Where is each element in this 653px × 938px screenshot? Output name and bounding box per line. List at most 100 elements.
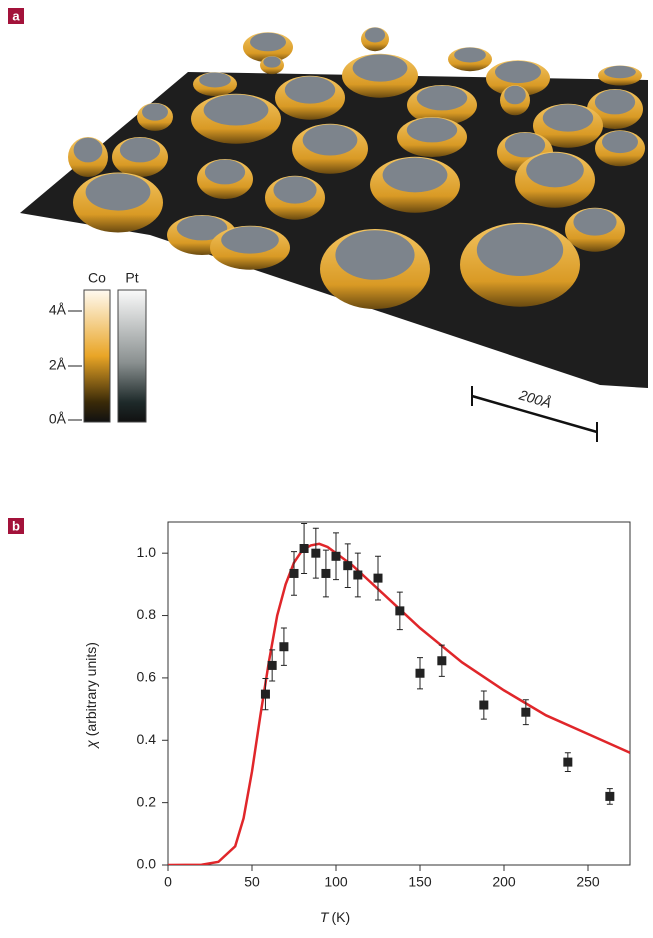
scale-bar: 200Å xyxy=(472,386,597,442)
island xyxy=(265,176,325,220)
y-tick-label: 1.0 xyxy=(137,544,157,560)
y-axis-label: χ (arbitrary units) xyxy=(83,642,99,750)
x-tick-label: 150 xyxy=(408,874,432,890)
island-top xyxy=(543,104,593,131)
data-point xyxy=(343,561,352,570)
island-top xyxy=(263,56,280,67)
island xyxy=(448,47,492,71)
island xyxy=(137,103,173,131)
island-top xyxy=(407,118,457,143)
island-top xyxy=(204,95,269,126)
data-point xyxy=(374,574,383,583)
data-point xyxy=(311,549,320,558)
island xyxy=(68,137,108,177)
y-tick-label: 0.0 xyxy=(137,856,157,872)
data-point xyxy=(416,669,425,678)
island-top xyxy=(383,158,448,193)
data-point xyxy=(321,569,330,578)
x-label-unit: (K) xyxy=(331,909,350,925)
island-top xyxy=(353,54,408,81)
colorbar-tick-label: 2Å xyxy=(49,357,67,373)
island-top xyxy=(120,138,160,163)
y-label-unit: (arbitrary units) xyxy=(83,642,99,736)
island xyxy=(361,27,389,51)
island-top xyxy=(365,28,385,43)
y-tick-label: 0.4 xyxy=(137,731,157,747)
island xyxy=(292,124,368,174)
island-top xyxy=(604,66,636,78)
data-point xyxy=(300,544,309,553)
plot-frame xyxy=(168,522,630,865)
data-point xyxy=(521,708,530,717)
island-top xyxy=(602,131,638,153)
island xyxy=(397,117,467,157)
figure: a Co Pt 4Å 2Å 0Å 200Å b T(K) χ (arbitrary… xyxy=(0,0,653,933)
scale-bar-label: 200Å xyxy=(516,386,553,411)
island-top xyxy=(221,226,279,253)
island-top xyxy=(573,208,616,235)
data-point xyxy=(279,642,288,651)
island-top xyxy=(335,230,414,280)
x-label-symbol: T xyxy=(320,909,330,925)
island-top xyxy=(273,176,316,203)
island xyxy=(370,157,460,213)
island xyxy=(112,137,168,177)
data-point xyxy=(268,661,277,670)
colorbar-tick-label: 4Å xyxy=(49,302,67,318)
island xyxy=(595,130,645,166)
island-top xyxy=(477,224,563,276)
island xyxy=(73,173,163,233)
island xyxy=(260,56,284,74)
data-point xyxy=(395,606,404,615)
island xyxy=(320,229,430,309)
data-point xyxy=(479,701,488,710)
island xyxy=(191,94,281,144)
island-top xyxy=(504,86,526,105)
island-top xyxy=(199,73,231,88)
x-tick-label: 200 xyxy=(492,874,516,890)
x-tick-label: 0 xyxy=(164,874,172,890)
panel-label: a xyxy=(12,8,20,23)
y-tick-label: 0.6 xyxy=(137,669,157,685)
island xyxy=(515,152,595,208)
island-top xyxy=(74,138,103,163)
y-label-symbol: χ xyxy=(83,740,99,750)
island-top xyxy=(417,86,467,111)
y-tick-label: 0.8 xyxy=(137,606,157,622)
island-top xyxy=(250,33,286,52)
data-point xyxy=(353,571,362,580)
island xyxy=(565,208,625,252)
data-point xyxy=(563,758,572,767)
data-point xyxy=(332,552,341,561)
island xyxy=(193,72,237,96)
island xyxy=(197,159,253,199)
x-tick-label: 250 xyxy=(576,874,600,890)
data-point xyxy=(261,690,270,699)
island-top xyxy=(205,160,245,185)
island-top xyxy=(285,76,335,103)
colorbar-tick-label: 0Å xyxy=(49,411,67,427)
island-top xyxy=(595,90,635,115)
island-top xyxy=(454,48,486,63)
data-point xyxy=(437,656,446,665)
data-point xyxy=(290,569,299,578)
island xyxy=(275,76,345,120)
colorbar-co xyxy=(84,290,110,422)
colorbar-pt xyxy=(118,290,146,422)
x-axis-label: T(K) xyxy=(320,909,350,925)
island-top xyxy=(142,103,168,120)
page: {"panel_a": {"label": "a", "colorbar_lab… xyxy=(0,0,653,933)
panel-a: a Co Pt 4Å 2Å 0Å 200Å xyxy=(8,8,648,442)
island xyxy=(460,223,580,307)
y-tick-label: 0.2 xyxy=(137,793,157,809)
island-top xyxy=(526,153,584,188)
island xyxy=(598,66,642,86)
island-top xyxy=(505,133,545,158)
colorbar-label: Co xyxy=(88,270,106,286)
colorbar-label: Pt xyxy=(125,270,138,286)
x-tick-label: 100 xyxy=(324,874,348,890)
island xyxy=(500,85,530,115)
panel-label: b xyxy=(12,518,20,533)
island-top xyxy=(86,173,151,210)
